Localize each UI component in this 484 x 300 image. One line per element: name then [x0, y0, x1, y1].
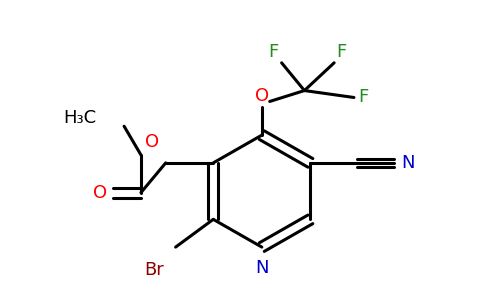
Text: H₃C: H₃C — [63, 109, 96, 127]
Text: O: O — [145, 133, 159, 151]
Text: N: N — [402, 154, 415, 172]
Text: F: F — [336, 43, 347, 61]
Text: O: O — [255, 87, 269, 105]
Text: N: N — [255, 259, 269, 277]
Text: F: F — [358, 88, 368, 106]
Text: F: F — [269, 43, 279, 61]
Text: Br: Br — [144, 261, 164, 279]
Text: O: O — [93, 184, 107, 202]
